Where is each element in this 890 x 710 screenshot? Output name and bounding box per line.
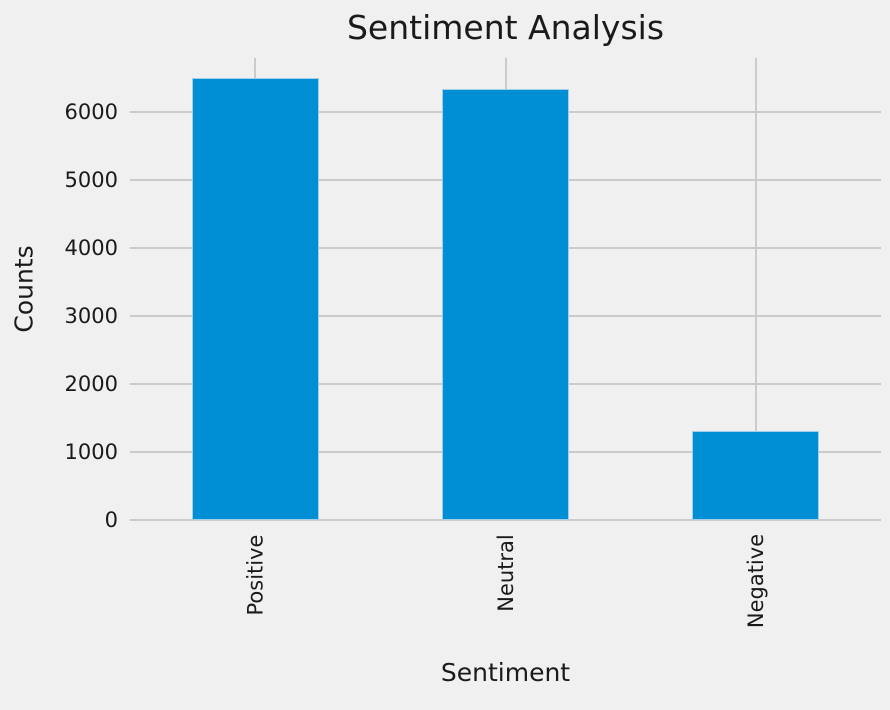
bar-neutral xyxy=(442,89,569,520)
bar-positive xyxy=(191,78,319,520)
x-tick-label-neutral: Neutral xyxy=(493,534,518,612)
vertical-gridline xyxy=(754,58,757,520)
y-tick-label: 3000 xyxy=(64,304,118,329)
bar-negative xyxy=(692,430,820,520)
y-tick-label: 4000 xyxy=(64,236,118,261)
x-tick-label-negative: Negative xyxy=(743,533,768,629)
y-tick-label: 6000 xyxy=(64,100,118,125)
x-axis-label: Sentiment xyxy=(440,658,571,687)
plot-area xyxy=(130,58,881,521)
y-tick-label: 0 xyxy=(104,508,118,532)
horizontal-gridline xyxy=(130,519,881,521)
x-tick-label-positive: Positive xyxy=(243,534,268,615)
chart-title: Sentiment Analysis xyxy=(346,8,665,47)
y-tick-label: 1000 xyxy=(64,440,118,465)
y-tick-label: 5000 xyxy=(64,168,118,193)
y-tick-label: 2000 xyxy=(64,372,118,397)
